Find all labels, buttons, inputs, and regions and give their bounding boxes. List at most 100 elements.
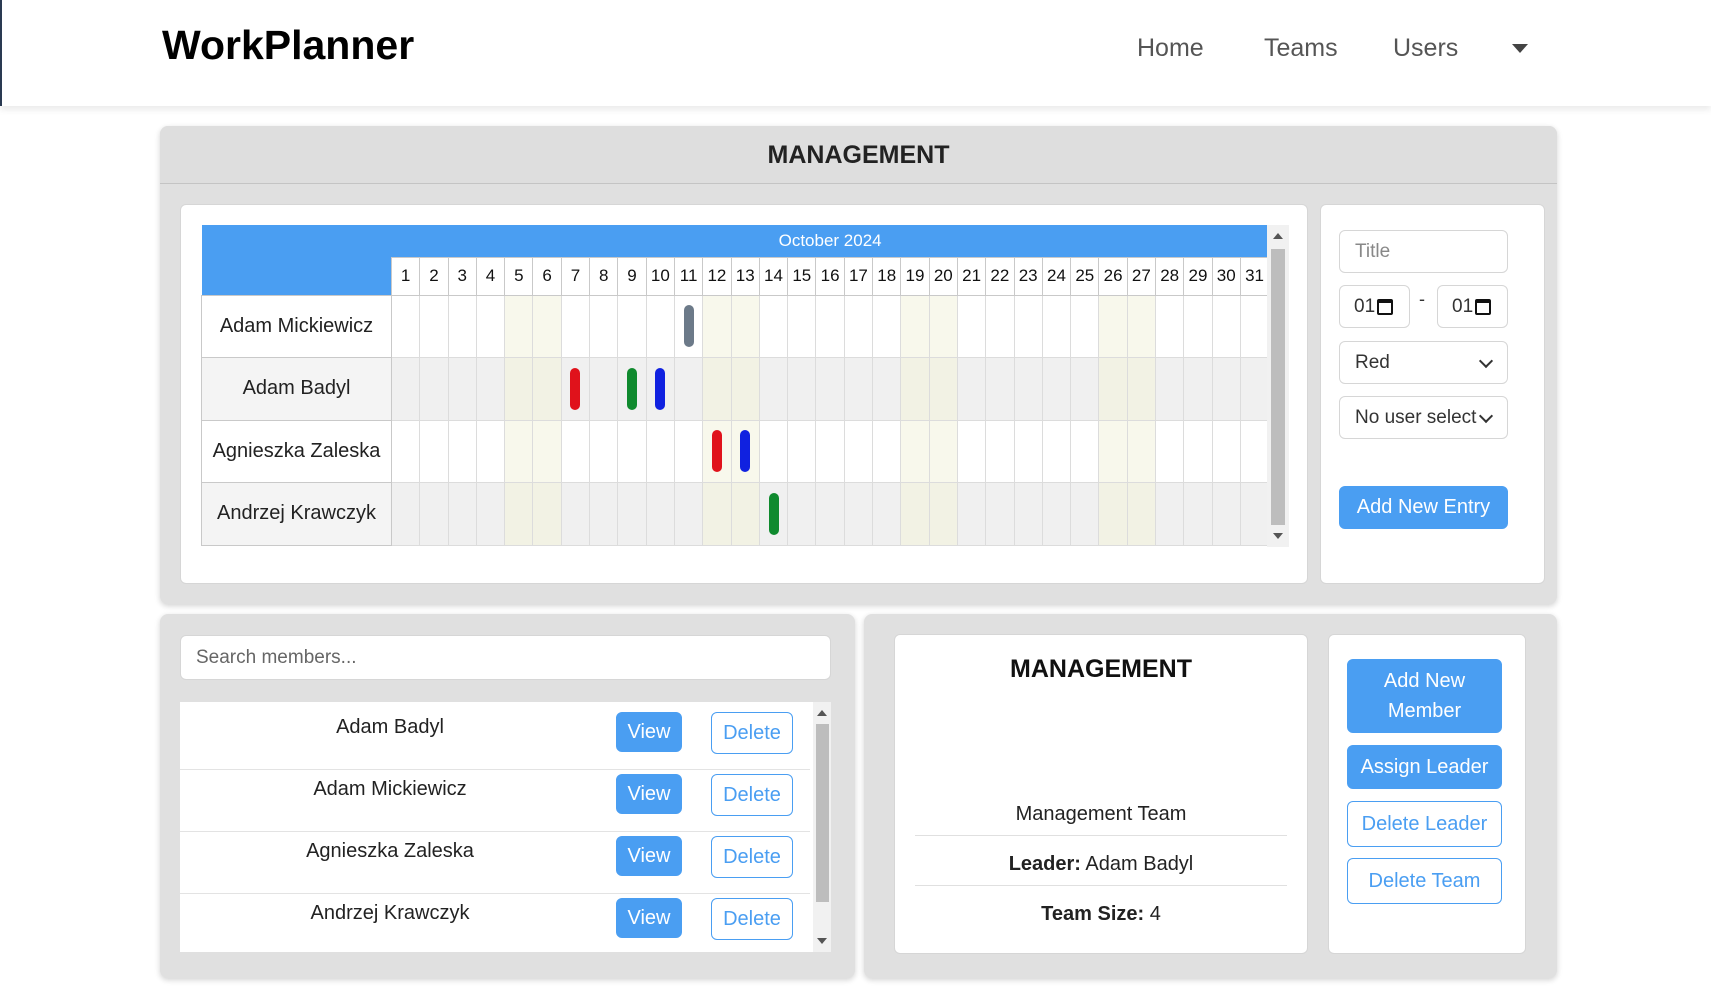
calendar-day-cell[interactable] [1126, 357, 1157, 421]
calendar-day-cell[interactable] [928, 357, 958, 421]
calendar-day-cell[interactable] [390, 357, 421, 421]
calendar-day-cell[interactable] [985, 357, 1015, 421]
calendar-day-cell[interactable] [1155, 482, 1185, 546]
calendar-day-cell[interactable] [1183, 357, 1213, 421]
view-member-button[interactable]: View [616, 712, 682, 752]
add-new-member-button[interactable]: Add New Member [1347, 659, 1502, 733]
calendar-day-cell[interactable] [1211, 294, 1241, 358]
calendar-day-cell[interactable] [815, 482, 845, 546]
calendar-day-cell[interactable] [702, 357, 732, 421]
calendar-day-cell[interactable] [1183, 294, 1213, 358]
calendar-day-cell[interactable] [900, 357, 930, 421]
calendar-day-cell[interactable] [589, 294, 619, 358]
calendar-day-cell[interactable] [702, 294, 732, 358]
calendar-day-cell[interactable] [475, 357, 506, 421]
calendar-day-cell[interactable] [390, 482, 421, 546]
calendar-day-cell[interactable] [730, 482, 760, 546]
calendar-day-cell[interactable] [928, 419, 958, 483]
calendar-day-cell[interactable] [475, 419, 506, 483]
calendar-day-cell[interactable] [560, 419, 591, 483]
calendar-day-cell[interactable] [1183, 482, 1213, 546]
calendar-day-cell[interactable] [787, 419, 817, 483]
scroll-up-icon[interactable] [817, 710, 827, 716]
calendar-day-cell[interactable] [730, 357, 760, 421]
start-date-input[interactable]: 01 [1339, 285, 1410, 328]
calendar-day-cell[interactable] [673, 482, 704, 546]
calendar-day-cell[interactable] [419, 419, 449, 483]
calendar-entry[interactable] [683, 305, 694, 348]
calendar-day-cell[interactable] [787, 294, 817, 358]
calendar-day-cell[interactable] [673, 419, 704, 483]
calendar-day-cell[interactable] [787, 482, 817, 546]
calendar-entry[interactable] [711, 430, 722, 473]
calendar-day-cell[interactable] [560, 482, 591, 546]
calendar-day-cell[interactable] [447, 357, 477, 421]
end-date-input[interactable]: 01 [1437, 285, 1508, 328]
calendar-day-cell[interactable] [617, 357, 647, 421]
calendar-day-cell[interactable] [872, 482, 902, 546]
calendar-day-cell[interactable] [843, 482, 874, 546]
calendar-day-cell[interactable] [589, 482, 619, 546]
calendar-day-cell[interactable] [673, 294, 704, 358]
calendar-day-cell[interactable] [504, 482, 534, 546]
calendar-day-cell[interactable] [447, 419, 477, 483]
nav-home[interactable]: Home [1137, 34, 1204, 62]
calendar-day-cell[interactable] [900, 482, 930, 546]
calendar-day-cell[interactable] [956, 294, 987, 358]
calendar-day-cell[interactable] [1013, 357, 1043, 421]
calendar-day-cell[interactable] [1013, 419, 1043, 483]
calendar-day-cell[interactable] [900, 419, 930, 483]
calendar-day-cell[interactable] [900, 294, 930, 358]
calendar-day-cell[interactable] [617, 419, 647, 483]
delete-member-button[interactable]: Delete [711, 898, 793, 940]
calendar-day-cell[interactable] [1155, 357, 1185, 421]
calendar-day-cell[interactable] [419, 294, 449, 358]
scrollbar-thumb[interactable] [816, 724, 829, 902]
view-member-button[interactable]: View [616, 836, 682, 876]
calendar-day-cell[interactable] [1013, 482, 1043, 546]
calendar-day-cell[interactable] [1239, 294, 1270, 358]
calendar-day-cell[interactable] [504, 357, 534, 421]
calendar-day-cell[interactable] [956, 357, 987, 421]
view-member-button[interactable]: View [616, 774, 682, 814]
calendar-day-cell[interactable] [673, 357, 704, 421]
calendar-day-cell[interactable] [1098, 294, 1128, 358]
calendar-day-cell[interactable] [872, 419, 902, 483]
calendar-day-cell[interactable] [560, 357, 591, 421]
calendar-day-cell[interactable] [758, 294, 789, 358]
calendar-icon[interactable] [1475, 298, 1492, 315]
assign-leader-button[interactable]: Assign Leader [1347, 745, 1502, 789]
add-new-entry-button[interactable]: Add New Entry [1339, 486, 1508, 529]
nav-teams[interactable]: Teams [1264, 34, 1338, 62]
calendar-entry[interactable] [627, 367, 638, 410]
calendar-day-cell[interactable] [390, 419, 421, 483]
calendar-day-cell[interactable] [504, 419, 534, 483]
delete-team-button[interactable]: Delete Team [1347, 858, 1502, 904]
brand-logo[interactable]: WorkPlanner [162, 22, 415, 68]
calendar-day-cell[interactable] [1041, 482, 1072, 546]
members-scrollbar[interactable] [813, 702, 831, 952]
calendar-day-cell[interactable] [447, 482, 477, 546]
calendar-day-cell[interactable] [447, 294, 477, 358]
calendar-day-cell[interactable] [1155, 294, 1185, 358]
calendar-day-cell[interactable] [1098, 482, 1128, 546]
calendar-day-cell[interactable] [872, 357, 902, 421]
calendar-day-cell[interactable] [1098, 419, 1128, 483]
calendar-day-cell[interactable] [758, 419, 789, 483]
calendar-day-cell[interactable] [419, 482, 449, 546]
calendar-entry[interactable] [768, 492, 779, 535]
calendar-day-cell[interactable] [475, 482, 506, 546]
calendar-day-cell[interactable] [589, 357, 619, 421]
calendar-day-cell[interactable] [645, 294, 675, 358]
calendar-day-cell[interactable] [475, 294, 506, 358]
calendar-day-cell[interactable] [956, 482, 987, 546]
delete-member-button[interactable]: Delete [711, 774, 793, 816]
calendar-day-cell[interactable] [1041, 357, 1072, 421]
calendar-day-cell[interactable] [815, 357, 845, 421]
calendar-day-cell[interactable] [758, 357, 789, 421]
calendar-day-cell[interactable] [1126, 482, 1157, 546]
scroll-up-icon[interactable] [1273, 233, 1283, 239]
calendar-day-cell[interactable] [589, 419, 619, 483]
calendar-day-cell[interactable] [1239, 482, 1270, 546]
calendar-day-cell[interactable] [1070, 294, 1100, 358]
